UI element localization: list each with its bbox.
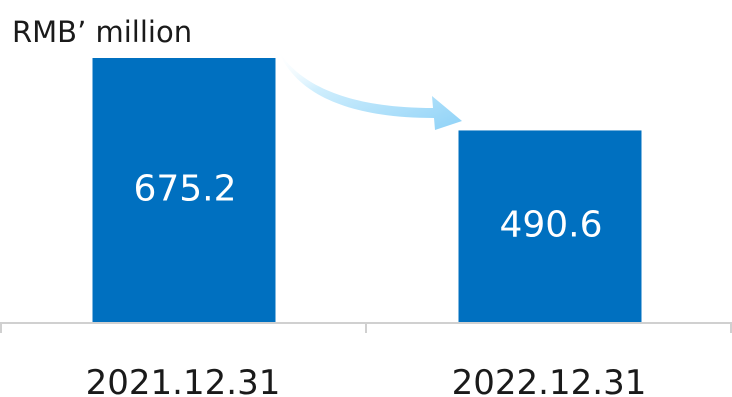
bars-layer [92,58,642,323]
bar-1 [92,58,276,323]
x-axis [0,322,732,333]
category-label-2: 2022.12.31 [452,363,647,397]
bar-value-label-1: 675.2 [133,169,236,210]
unit-label: RMB’ million [12,15,192,49]
bar-2 [458,130,642,323]
labels-layer: 675.2 2021.12.31 490.6 2022.12.31 [86,169,647,397]
decrease-arrow [278,50,462,130]
bar-value-label-2: 490.6 [499,205,602,246]
category-label-1: 2021.12.31 [86,363,281,397]
